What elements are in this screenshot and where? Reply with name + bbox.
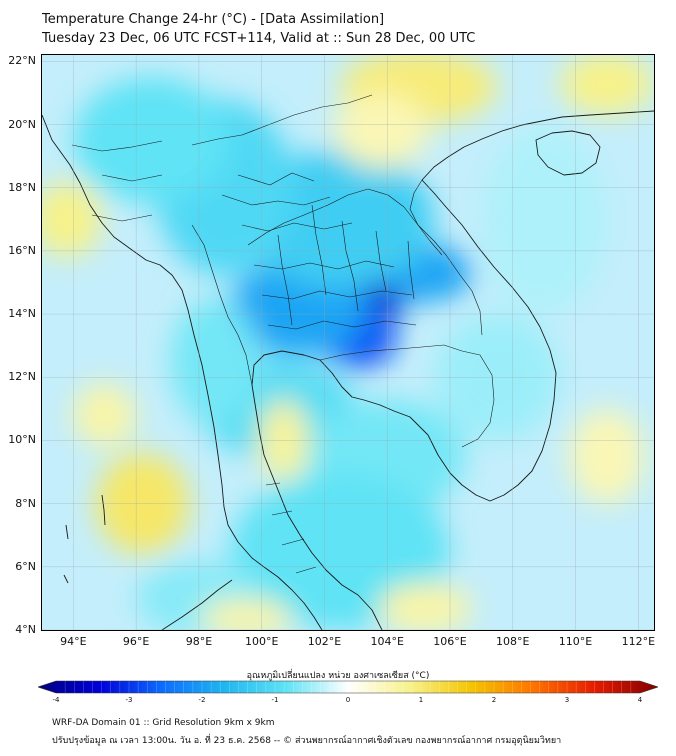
lon-label: 104°E — [370, 635, 404, 648]
lat-label: 14°N — [8, 307, 36, 321]
coastline-myanmar-west — [42, 114, 225, 508]
lat-label: 4°N — [15, 623, 36, 636]
lat-label: 8°N — [15, 496, 36, 510]
coastline-gulf-east — [319, 359, 429, 436]
temperature-field-blob — [198, 598, 294, 630]
coastline-andaman-islands — [63, 494, 106, 584]
lat-label: 20°N — [8, 117, 36, 131]
lon-label: 96°E — [122, 635, 150, 648]
colorbar-tick: 3 — [564, 696, 570, 704]
colorbar-ramp — [38, 680, 658, 694]
map-subtitle-valid-time: Tuesday 23 Dec, 06 UTC FCST+114, Valid a… — [42, 31, 476, 46]
lat-label: 22°N — [8, 54, 36, 68]
border-laos-vietnam — [409, 179, 483, 336]
lon-label: 100°E — [244, 635, 279, 648]
border-china-north — [191, 94, 373, 146]
lat-label: 12°N — [8, 370, 36, 384]
coastline-layer — [42, 110, 654, 630]
temperature-field-blob — [42, 181, 102, 258]
temperature-field-blob — [481, 124, 607, 315]
temperature-field-blob — [333, 92, 429, 169]
coastline-gulf-west — [251, 350, 383, 630]
border-thailand-cambodia — [319, 344, 445, 361]
lon-label: 102°E — [307, 635, 342, 648]
temperature-field-blob — [73, 383, 137, 447]
colorbar-tick: 1 — [418, 696, 424, 704]
temperature-field-blob — [569, 408, 645, 504]
border-cambodia-vietnam — [443, 344, 495, 448]
lon-label: 94°E — [60, 635, 87, 648]
provinces-myanmar — [71, 140, 163, 222]
colorbar-tick: -4 — [52, 696, 60, 704]
coastline-cambodia-vietnam — [421, 179, 557, 502]
lon-label: 108°E — [496, 635, 530, 648]
temperature-field-blob — [73, 77, 231, 204]
temperature-change-map — [42, 55, 654, 630]
lat-label: 10°N — [8, 433, 36, 447]
coastline-hainan — [535, 130, 601, 176]
footer-model-info: WRF-DA Domain 01 :: Grid Resolution 9km … — [52, 718, 275, 728]
colorbar — [38, 680, 658, 694]
map-title: Temperature Change 24-hr (°C) - [Data As… — [42, 12, 385, 27]
boundary-layer — [71, 94, 495, 574]
colorbar-tick: 0 — [345, 696, 351, 704]
colorbar-title: อุณหภูมิเปลี่ยนแปลง หน่วย องศาเซลเซียส (… — [246, 671, 430, 681]
temperature-field-blob — [377, 582, 472, 630]
colorbar-tick: -1 — [271, 696, 279, 704]
provinces-south — [265, 482, 317, 574]
map-plot-area — [41, 54, 655, 631]
lon-label: 98°E — [185, 635, 213, 648]
colorbar-tick: 4 — [637, 696, 643, 704]
border-myanmar-thailand — [191, 224, 253, 386]
graticule-grid — [42, 55, 654, 630]
lat-label: 16°N — [8, 243, 36, 257]
lat-label: 6°N — [15, 559, 36, 573]
temperature-field-blob — [559, 55, 654, 116]
coastline-gulf-tonkin — [421, 110, 654, 181]
footer-credit: ปรับปรุงข้อมูล ณ เวลา 13:00น. วัน อ. ที่… — [52, 736, 562, 746]
border-laos-thailand — [247, 188, 443, 256]
lat-label: 18°N — [8, 180, 36, 194]
lon-label: 106°E — [433, 635, 467, 648]
provinces-thailand — [221, 172, 417, 330]
lon-label: 112°E — [621, 635, 656, 648]
colorbar-tick: -2 — [198, 696, 206, 704]
coastline-thai-peninsula — [223, 506, 323, 630]
coastline-sumatra — [161, 579, 233, 630]
temperature-field-blob — [170, 298, 259, 425]
colorbar-tick: -3 — [125, 696, 133, 704]
lon-label: 110°E — [558, 635, 593, 648]
colorbar-tick: 2 — [491, 696, 497, 704]
